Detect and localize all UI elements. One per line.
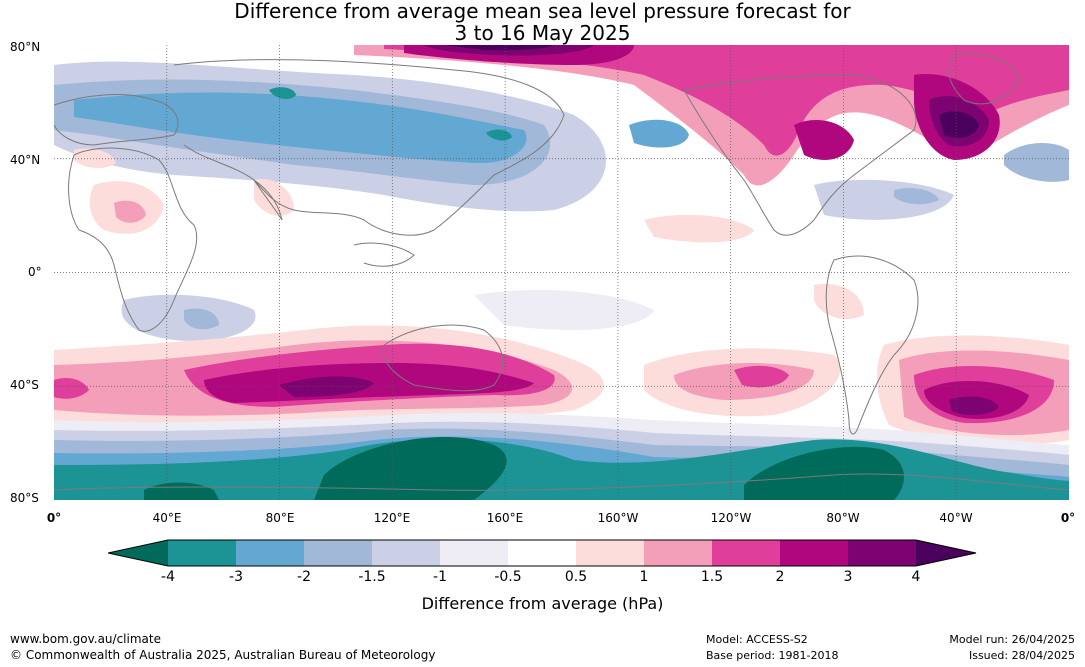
colorbar-tick-1-5: 1.5 bbox=[700, 569, 724, 585]
anomaly-east-asia-teal bbox=[486, 129, 512, 141]
coastline-europe bbox=[54, 94, 179, 146]
anomaly-arctic-pink-positive bbox=[384, 45, 1069, 156]
colorbar-segment-minus-3-to-minus-2 bbox=[236, 540, 304, 566]
colorbar-segment-minus-2-to-minus-1-5 bbox=[304, 540, 372, 566]
anomaly-north-blue-negative bbox=[74, 92, 527, 164]
footer-model: Model: ACCESS-S2 bbox=[706, 633, 808, 646]
footer-model-run: Model run: 26/04/2025 bbox=[949, 633, 1075, 646]
lat-label-40n: 40°N bbox=[10, 153, 41, 167]
anomaly-indian-edge-pink bbox=[54, 378, 89, 399]
coastline-antarctica bbox=[54, 473, 1069, 491]
anomaly-north-america-magenta bbox=[794, 120, 854, 160]
anomaly-africa-pink bbox=[114, 200, 146, 223]
anomaly-central-asia-teal bbox=[269, 87, 296, 100]
map-canvas bbox=[54, 45, 1069, 500]
colorbar-outline bbox=[108, 539, 977, 567]
lon-label-160w: 160°W bbox=[597, 511, 639, 525]
colorbar-tick-3: 3 bbox=[843, 569, 853, 585]
anomaly-indian-ocean-mid-negative bbox=[184, 308, 219, 330]
anomaly-greenland-darkest bbox=[939, 111, 979, 138]
colorbar bbox=[108, 539, 977, 567]
coastline-india bbox=[253, 179, 283, 221]
lon-label-40w: 40°W bbox=[939, 511, 973, 525]
colorbar-tick-4: 4 bbox=[911, 569, 921, 585]
colorbar-segment-2-to-3 bbox=[780, 540, 848, 566]
lon-label-80w: 80°W bbox=[826, 511, 860, 525]
coastline-africa bbox=[68, 147, 198, 332]
colorbar-tick-0-5: 0.5 bbox=[564, 569, 588, 585]
lon-label-0-west: 0° bbox=[46, 511, 62, 525]
lat-label-equator: 0° bbox=[28, 265, 42, 279]
graticule bbox=[54, 45, 1069, 500]
colorbar-segment-minus-4-to-minus-3 bbox=[168, 540, 236, 566]
coastline-south-america bbox=[825, 255, 919, 435]
lon-label-120e: 120°E bbox=[373, 511, 411, 525]
anomaly-east-pacific-light-positive bbox=[644, 214, 754, 243]
lon-label-120w: 120°W bbox=[710, 511, 752, 525]
colorbar-segment-1-5-to-2 bbox=[712, 540, 780, 566]
colorbar-segment-1-to-1-5 bbox=[644, 540, 712, 566]
lat-label-80s: 80°S bbox=[10, 491, 39, 505]
colorbar-segment-above-4 bbox=[916, 540, 976, 566]
colorbar-tick-minus-3: -3 bbox=[229, 569, 243, 585]
coastlines bbox=[54, 53, 1069, 491]
pressure-anomaly-map bbox=[54, 45, 1069, 500]
coastline-north-america bbox=[683, 74, 917, 236]
anomaly-south-atlantic-core bbox=[949, 396, 999, 416]
coastline-maritime-asia bbox=[353, 242, 415, 267]
colorbar-segment-minus-0-5-to-0-5 bbox=[508, 540, 576, 566]
lat-label-40s: 40°S bbox=[10, 378, 39, 392]
anomaly-south-pacific-magenta bbox=[734, 365, 789, 388]
colorbar-segment-0-5-to-1 bbox=[576, 540, 644, 566]
footer-issued: Issued: 28/04/2025 bbox=[968, 649, 1075, 662]
coastline-greenland bbox=[948, 53, 1020, 105]
footer-url: www.bom.gov.au/climate bbox=[10, 632, 161, 646]
anomaly-caribbean-light-negative bbox=[894, 188, 939, 205]
colorbar-tick-minus-4: -4 bbox=[161, 569, 175, 585]
anomaly-southern-ocean-darkest-central bbox=[314, 436, 507, 500]
anomaly-north-pacific-blue bbox=[629, 119, 689, 148]
lon-label-40e: 40°E bbox=[152, 511, 182, 525]
colorbar-segment-minus-1-to-minus-0-5 bbox=[440, 540, 508, 566]
colorbar-tick-2: 2 bbox=[775, 569, 785, 585]
anomaly-southern-ocean-darkest-east bbox=[744, 446, 904, 500]
anomaly-south-pacific-lightest bbox=[474, 290, 654, 330]
lon-label-0-east: 0° bbox=[1060, 511, 1076, 525]
anomaly-north-atlantic-blue bbox=[1004, 143, 1069, 182]
lon-label-160e: 160°E bbox=[486, 511, 524, 525]
coastline-australia bbox=[382, 324, 504, 392]
colorbar-tick-minus-0-5: -0.5 bbox=[494, 569, 522, 585]
footer-base-period: Base period: 1981-2018 bbox=[706, 649, 839, 662]
anomaly-north-africa-light bbox=[74, 148, 116, 169]
lon-label-80e: 80°E bbox=[265, 511, 295, 525]
colorbar-tick-minus-2: -2 bbox=[297, 569, 311, 585]
anomaly-south-core bbox=[279, 376, 374, 397]
map-title: Difference from average mean sea level p… bbox=[0, 0, 1085, 44]
lat-label-80n: 80°N bbox=[10, 40, 41, 54]
title-line-2: 3 to 16 May 2025 bbox=[454, 21, 631, 45]
colorbar-segment-below-minus-4 bbox=[108, 540, 168, 566]
footer-copyright: © Commonwealth of Australia 2025, Austra… bbox=[10, 648, 436, 662]
colorbar-segment-3-to-4 bbox=[848, 540, 916, 566]
colorbar-tick-1: 1 bbox=[639, 569, 649, 585]
title-line-1: Difference from average mean sea level p… bbox=[234, 0, 851, 23]
colorbar-tick-minus-1: -1 bbox=[433, 569, 447, 585]
colorbar-tick-minus-1-5: -1.5 bbox=[358, 569, 386, 585]
colorbar-label: Difference from average (hPa) bbox=[421, 594, 664, 613]
anomaly-arctic-darkest bbox=[444, 45, 554, 51]
colorbar-segment-minus-1-5-to-minus-1 bbox=[372, 540, 440, 566]
